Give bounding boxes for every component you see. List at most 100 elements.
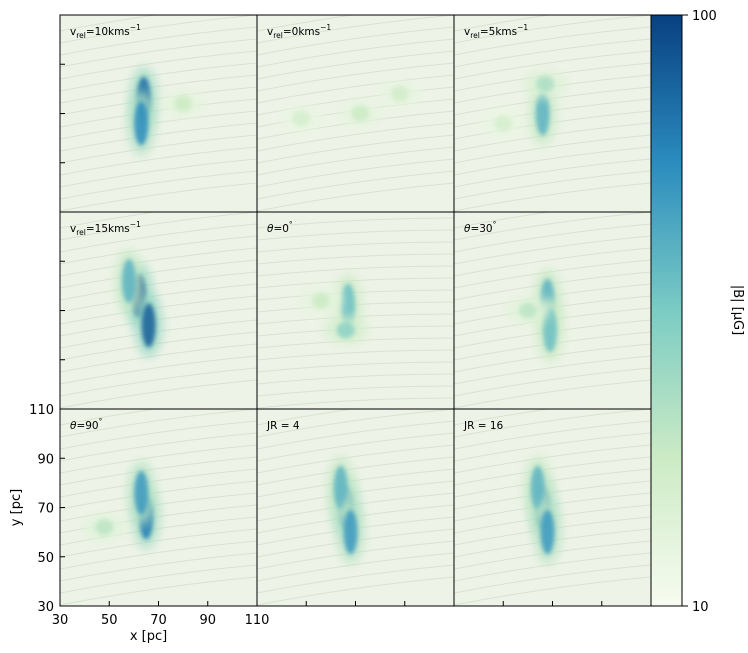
field-line: [454, 409, 553, 426]
field-line: [257, 456, 454, 486]
field-line: [257, 265, 454, 277]
field-line: [60, 528, 257, 558]
field-line: [257, 409, 356, 426]
field-line: [257, 229, 454, 241]
field-line: [60, 247, 257, 277]
field-line: [257, 576, 454, 606]
field-line: [257, 26, 454, 56]
x-tick-label: 90: [199, 613, 216, 628]
field-line: [454, 223, 651, 253]
field-line: [60, 576, 257, 606]
field-line: [454, 367, 651, 397]
field-line: [257, 74, 454, 104]
field-hotspot: [536, 75, 555, 92]
field-line: [60, 271, 257, 301]
field-line: [60, 158, 257, 188]
field-line: [257, 50, 454, 80]
panel-label: JR = 4: [266, 420, 300, 432]
field-hotspot: [134, 470, 149, 515]
field-line: [60, 15, 159, 32]
field-line: [60, 223, 257, 253]
panel-6: θ=30°: [453, 211, 652, 410]
field-hotspot: [518, 302, 537, 319]
field-line: [257, 217, 454, 229]
field-line: [257, 361, 454, 373]
panel-label: vrel=10kms−1: [70, 23, 141, 40]
colorbar-title: |B| [μG]: [730, 285, 745, 335]
field-line: [257, 86, 454, 116]
field-line: [257, 62, 454, 92]
field-line: [60, 212, 159, 229]
panel-4: vrel=15kms−1: [59, 211, 258, 410]
field-line: [60, 540, 257, 570]
field-line: [257, 158, 454, 188]
x-tick-label: 50: [101, 613, 118, 628]
colorbar-min-label: 10: [692, 600, 709, 615]
field-line: [60, 26, 257, 56]
field-line: [257, 564, 454, 594]
field-line: [257, 15, 356, 32]
field-line: [454, 26, 651, 56]
field-line: [60, 182, 257, 212]
colorbar-gradient: [650, 14, 683, 607]
field-line: [454, 212, 651, 241]
field-line: [257, 349, 454, 361]
field-line: [60, 564, 257, 594]
field-hotspot: [121, 258, 136, 303]
y-tick-label: 110: [29, 403, 54, 418]
field-line: [454, 134, 651, 164]
panel-label: vrel=0kms−1: [267, 23, 331, 40]
field-line: [257, 122, 454, 152]
field-line: [257, 241, 454, 253]
field-line: [60, 355, 257, 385]
panel-background: [60, 15, 257, 212]
field-line: [454, 15, 553, 32]
x-tick-label: 30: [52, 613, 69, 628]
field-hotspot: [390, 85, 409, 102]
field-line: [454, 247, 651, 277]
panel-label: θ=30°: [464, 220, 497, 235]
field-line: [257, 253, 454, 265]
field-line: [60, 62, 257, 92]
field-line: [60, 409, 159, 426]
field-line: [454, 420, 651, 450]
field-line: [454, 456, 651, 486]
y-tick-label: 30: [37, 600, 54, 615]
field-hotspot: [494, 115, 513, 132]
field-line: [454, 212, 553, 229]
colorbar-max-label: 100: [692, 9, 717, 24]
field-line: [257, 552, 454, 582]
panel-1: vrel=10kms−1: [59, 14, 258, 213]
y-axis-title: y [pc]: [9, 489, 24, 526]
field-line: [257, 444, 454, 474]
field-line: [257, 182, 454, 212]
panel-label: JR = 16: [463, 420, 504, 432]
panel-label: θ=0°: [267, 220, 293, 235]
x-tick-label: 70: [150, 613, 167, 628]
field-line: [60, 74, 257, 104]
panel-5: θ=0°: [256, 211, 455, 410]
field-line: [257, 373, 454, 385]
field-line: [60, 444, 257, 474]
field-line: [60, 552, 257, 582]
field-hotspot: [543, 308, 558, 353]
field-hotspot: [95, 519, 114, 536]
field-line: [60, 409, 257, 438]
field-line: [60, 170, 257, 200]
field-hotspot: [530, 465, 545, 510]
panel-8: JR = 4: [256, 408, 455, 607]
field-line: [60, 15, 257, 44]
colorbar: 100 10 |B| [μG]: [650, 9, 745, 615]
axes: 30 50 70 90 110 30 50 70 90 110 x [pc] y [pc]: [9, 403, 269, 644]
field-hotspot: [312, 292, 331, 309]
field-line: [454, 182, 651, 212]
field-line: [257, 397, 454, 409]
field-hotspot: [540, 510, 555, 555]
field-line: [454, 170, 651, 200]
field-line: [60, 50, 257, 80]
field-hotspot: [174, 95, 193, 112]
field-line: [257, 134, 454, 164]
field-line: [60, 146, 257, 176]
panel-7: θ=90°: [59, 408, 258, 607]
field-line: [257, 38, 454, 68]
